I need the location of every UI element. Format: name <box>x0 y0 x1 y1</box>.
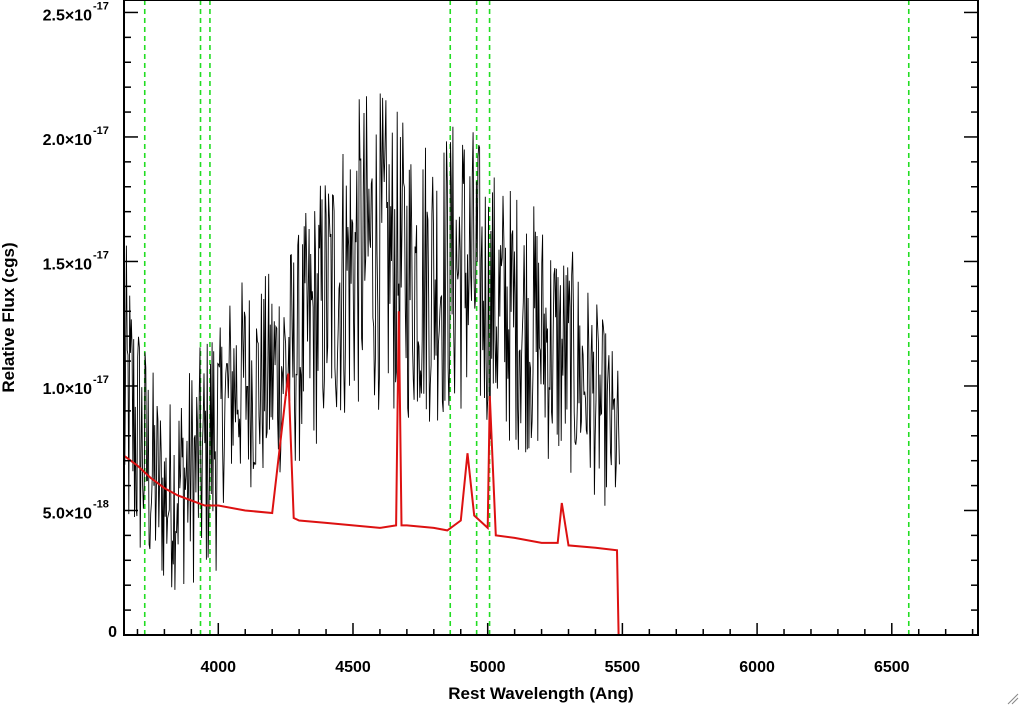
x-axis-title: Rest Wavelength (Ang) <box>448 684 633 703</box>
y-tick-label: 1.5×10 <box>43 256 92 273</box>
resize-grip-icon[interactable] <box>1007 693 1019 705</box>
y-tick-labels: 05.0×10-181.0×10-171.5×10-172.0×10-172.5… <box>43 0 117 641</box>
y-tick-exponent: -18 <box>93 498 109 510</box>
y-tick-exponent: -17 <box>93 0 109 12</box>
x-tick-label: 5000 <box>470 659 506 676</box>
y-axis-title: Relative Flux (cgs) <box>0 242 18 392</box>
y-tick-exponent: -17 <box>93 374 109 386</box>
observed-spectrum-line <box>123 93 620 590</box>
x-tick-label: 5500 <box>605 659 641 676</box>
y-tick-label: 1.0×10 <box>43 381 92 398</box>
x-tick-label: 4500 <box>335 659 371 676</box>
x-tick-label: 6000 <box>739 659 775 676</box>
y-tick-exponent: -17 <box>93 249 109 261</box>
y-tick-label: 2.0×10 <box>43 132 92 149</box>
x-tick-label: 6500 <box>874 659 910 676</box>
x-tick-label: 4000 <box>200 659 236 676</box>
y-tick-exponent: -17 <box>93 125 109 137</box>
y-tick-label: 5.0×10 <box>43 505 92 522</box>
x-tick-labels: 4000 4500 5000 5500 6000 6500 <box>200 659 909 676</box>
plot-frame <box>123 0 979 636</box>
model-spectrum-layer <box>123 311 978 636</box>
model-spectrum-line <box>123 311 978 636</box>
y-tick-label: 0 <box>108 624 117 641</box>
observed-spectrum-layer <box>123 93 620 590</box>
y-tick-label: 2.5×10 <box>43 7 92 24</box>
